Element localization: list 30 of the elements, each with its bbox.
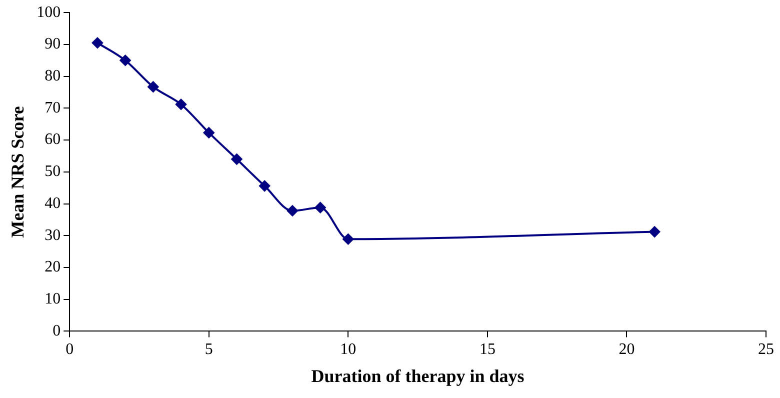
point bbox=[259, 180, 270, 192]
x-tick-label: 25 bbox=[758, 341, 774, 358]
point bbox=[286, 205, 298, 216]
y-tick-label: 70 bbox=[44, 99, 61, 116]
point bbox=[314, 202, 326, 214]
y-tick-label: 0 bbox=[52, 322, 61, 340]
y-tick-label: 20 bbox=[44, 258, 61, 276]
y-tick-label: 60 bbox=[44, 131, 61, 148]
x-tick-label: 5 bbox=[204, 341, 213, 358]
point bbox=[176, 98, 187, 110]
x-tick-label: 20 bbox=[618, 341, 635, 358]
point bbox=[148, 81, 159, 92]
x-tick-label: 15 bbox=[479, 341, 496, 358]
point bbox=[342, 234, 354, 245]
x-axis-title: Duration of therapy in days bbox=[311, 366, 524, 386]
y-tick-label: 100 bbox=[36, 4, 61, 21]
y-tick-label: 50 bbox=[44, 163, 61, 180]
point bbox=[649, 226, 660, 238]
y-axis-title: Mean NRS Score bbox=[7, 106, 28, 238]
y-tick-label: 40 bbox=[44, 194, 61, 212]
point bbox=[231, 154, 242, 165]
point bbox=[203, 127, 214, 138]
x-tick-label: 0 bbox=[66, 341, 74, 358]
y-tick-label: 10 bbox=[44, 290, 61, 308]
y-tick-label: 90 bbox=[44, 36, 61, 53]
point bbox=[92, 37, 103, 48]
y-tick-label: 30 bbox=[44, 226, 61, 244]
point bbox=[120, 54, 131, 66]
y-tick-label: 80 bbox=[44, 68, 61, 85]
x-tick-label: 10 bbox=[340, 341, 356, 358]
